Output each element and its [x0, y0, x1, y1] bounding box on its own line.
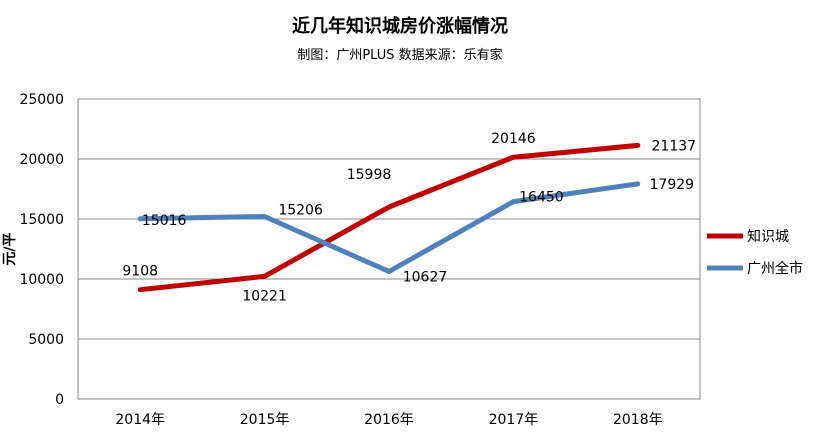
series-line-guangzhou [137, 181, 641, 274]
data-label: 15998 [347, 167, 392, 183]
y-tick-label: 5000 [28, 332, 64, 348]
x-tick-label: 2016年 [364, 412, 414, 428]
series-lines [137, 142, 641, 293]
chart-subtitle: 制图：广州PLUS 数据来源：乐有家 [297, 48, 503, 63]
series-line-zhishicheng [137, 142, 641, 293]
x-tick-label: 2014年 [115, 412, 165, 428]
data-label: 10221 [242, 288, 287, 304]
y-axis-label: 元/平 [2, 232, 18, 265]
y-tick-label: 20000 [19, 152, 64, 168]
data-label: 17929 [650, 177, 695, 193]
y-tick-label: 15000 [19, 212, 64, 228]
data-label: 15016 [142, 213, 187, 229]
data-label: 20146 [491, 131, 536, 147]
data-labels: 9108 10221 15998 20146 21137 15016 15206 10627 1… [122, 131, 696, 304]
y-tick-label: 10000 [19, 272, 64, 288]
x-tick-label: 2015年 [240, 412, 290, 428]
chart-title: 近几年知识城房价涨幅情况 [292, 16, 508, 37]
data-label: 15206 [278, 203, 323, 219]
x-axis-ticks: 2014年 2015年 2016年 2017年 2018年 [115, 412, 662, 428]
data-label: 21137 [652, 138, 697, 154]
plot-area [77, 98, 701, 400]
data-label: 9108 [122, 264, 158, 280]
x-tick-label: 2017年 [489, 412, 539, 428]
data-label: 16450 [519, 190, 564, 206]
x-tick-label: 2018年 [613, 412, 663, 428]
y-axis-ticks: 0 5000 10000 15000 20000 25000 [19, 92, 64, 408]
legend-label: 知识城 [747, 228, 789, 245]
y-tick-label: 0 [55, 392, 64, 408]
y-tick-label: 25000 [19, 92, 64, 108]
legend-label: 广州全市 [747, 260, 803, 277]
data-label: 10627 [403, 269, 448, 285]
